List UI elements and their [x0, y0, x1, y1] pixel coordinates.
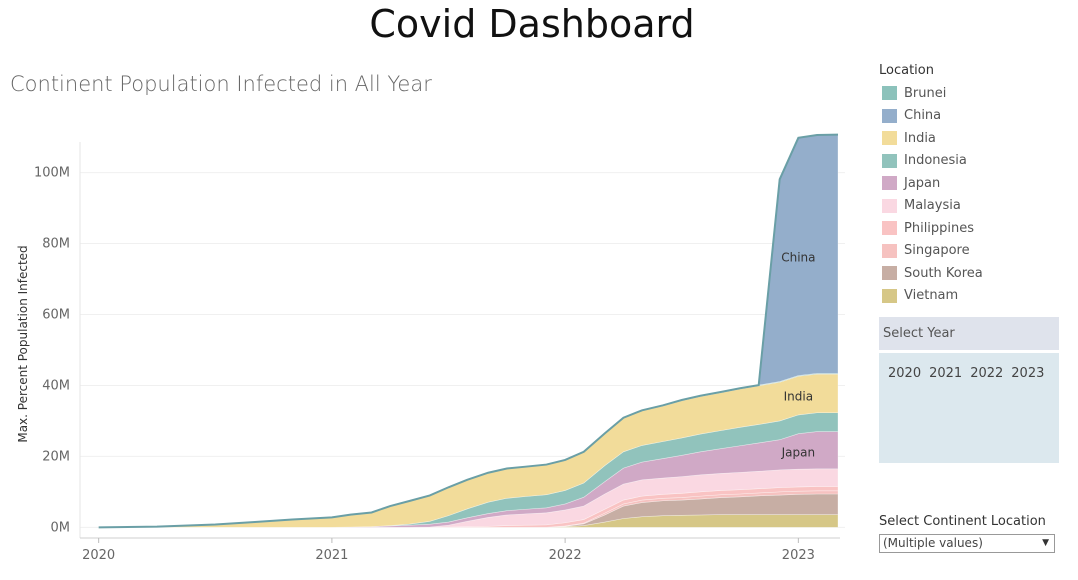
- x-tick-label: 2020: [82, 548, 115, 563]
- legend-label: Brunei: [904, 85, 947, 101]
- outline-layer: [98, 133, 839, 529]
- year-option-2022[interactable]: 2022: [970, 366, 1004, 381]
- legend-label: India: [904, 130, 936, 146]
- legend-label: South Korea: [904, 265, 983, 281]
- y-tick-label: 0M: [51, 520, 71, 535]
- legend-label: Japan: [904, 175, 941, 191]
- legend-swatch: [882, 243, 897, 258]
- legend-item-india[interactable]: India: [879, 127, 1069, 150]
- x-tick-label: 2022: [549, 548, 582, 563]
- legend-swatch: [882, 198, 897, 213]
- year-filter: Select Year 2020 2021 2022 2023: [879, 317, 1059, 463]
- legend-item-philippines[interactable]: Philippines: [879, 217, 1069, 240]
- y-tick-label: 60M: [42, 307, 70, 322]
- annotation-china: China: [781, 251, 815, 265]
- area-chart[interactable]: 0M 20M 40M 60M 80M 100M 2020 2021 2022 2023 Max. P…: [0, 120, 870, 570]
- legend-swatch: [882, 288, 897, 303]
- annotation-japan: Japan: [781, 445, 815, 459]
- year-filter-title: Select Year: [879, 317, 1059, 350]
- legend-items: Brunei China India Indonesia Japan Malaysia Ph…: [879, 82, 1069, 307]
- legend-label: China: [904, 108, 942, 124]
- annotation-layer: China India Japan: [781, 251, 816, 460]
- legend-label: Singapore: [904, 243, 970, 259]
- legend-title: Location: [879, 63, 934, 78]
- legend-item-china[interactable]: China: [879, 105, 1069, 128]
- dashboard-title: Covid Dashboard: [369, 2, 695, 46]
- annotation-india: India: [784, 390, 813, 404]
- legend-label: Vietnam: [904, 288, 959, 304]
- continent-dropdown[interactable]: (Multiple values) ▼: [879, 534, 1055, 553]
- legend-swatch: [882, 153, 897, 168]
- stack-outline: [98, 133, 839, 529]
- chart-title: Continent Population Infected in All Yea…: [10, 72, 432, 96]
- legend-swatch: [882, 86, 897, 101]
- dropdown-arrow-icon[interactable]: ▼: [1042, 538, 1049, 548]
- x-tick-label: 2021: [315, 548, 348, 563]
- legend-item-malaysia[interactable]: Malaysia: [879, 195, 1069, 218]
- y-tick-label: 80M: [42, 237, 70, 252]
- year-option-2021[interactable]: 2021: [929, 366, 963, 381]
- legend-item-indonesia[interactable]: Indonesia: [879, 150, 1069, 173]
- legend-swatch: [882, 131, 897, 146]
- area-series-layer[interactable]: [98, 134, 839, 528]
- location-legend: Location Brunei China India Indonesia Japan M…: [879, 63, 1069, 307]
- legend-label: Philippines: [904, 220, 975, 236]
- legend-swatch: [882, 176, 897, 191]
- y-tick-label: 100M: [34, 166, 70, 181]
- continent-dropdown-value: (Multiple values): [883, 536, 983, 550]
- legend-item-japan[interactable]: Japan: [879, 172, 1069, 195]
- legend-label: Malaysia: [904, 198, 961, 214]
- y-axis-title: Max. Percent Population Infected: [16, 245, 30, 442]
- continent-filter-label: Select Continent Location: [879, 514, 1046, 529]
- year-option-2020[interactable]: 2020: [888, 366, 922, 381]
- legend-label: Indonesia: [904, 153, 967, 169]
- year-filter-options: 2020 2021 2022 2023: [879, 353, 1059, 463]
- legend-item-vietnam[interactable]: Vietnam: [879, 285, 1069, 308]
- legend-item-brunei[interactable]: Brunei: [879, 82, 1069, 105]
- legend-swatch: [882, 108, 897, 123]
- legend-item-singapore[interactable]: Singapore: [879, 240, 1069, 263]
- y-tick-label: 40M: [42, 378, 70, 393]
- x-tick-label: 2023: [782, 548, 815, 563]
- year-option-2023[interactable]: 2023: [1011, 366, 1045, 381]
- legend-item-south-korea[interactable]: South Korea: [879, 262, 1069, 285]
- legend-swatch: [882, 266, 897, 281]
- legend-swatch: [882, 221, 897, 236]
- axes: 0M 20M 40M 60M 80M 100M 2020 2021 2022 2023 Max. P…: [16, 142, 840, 563]
- y-tick-label: 20M: [42, 449, 70, 464]
